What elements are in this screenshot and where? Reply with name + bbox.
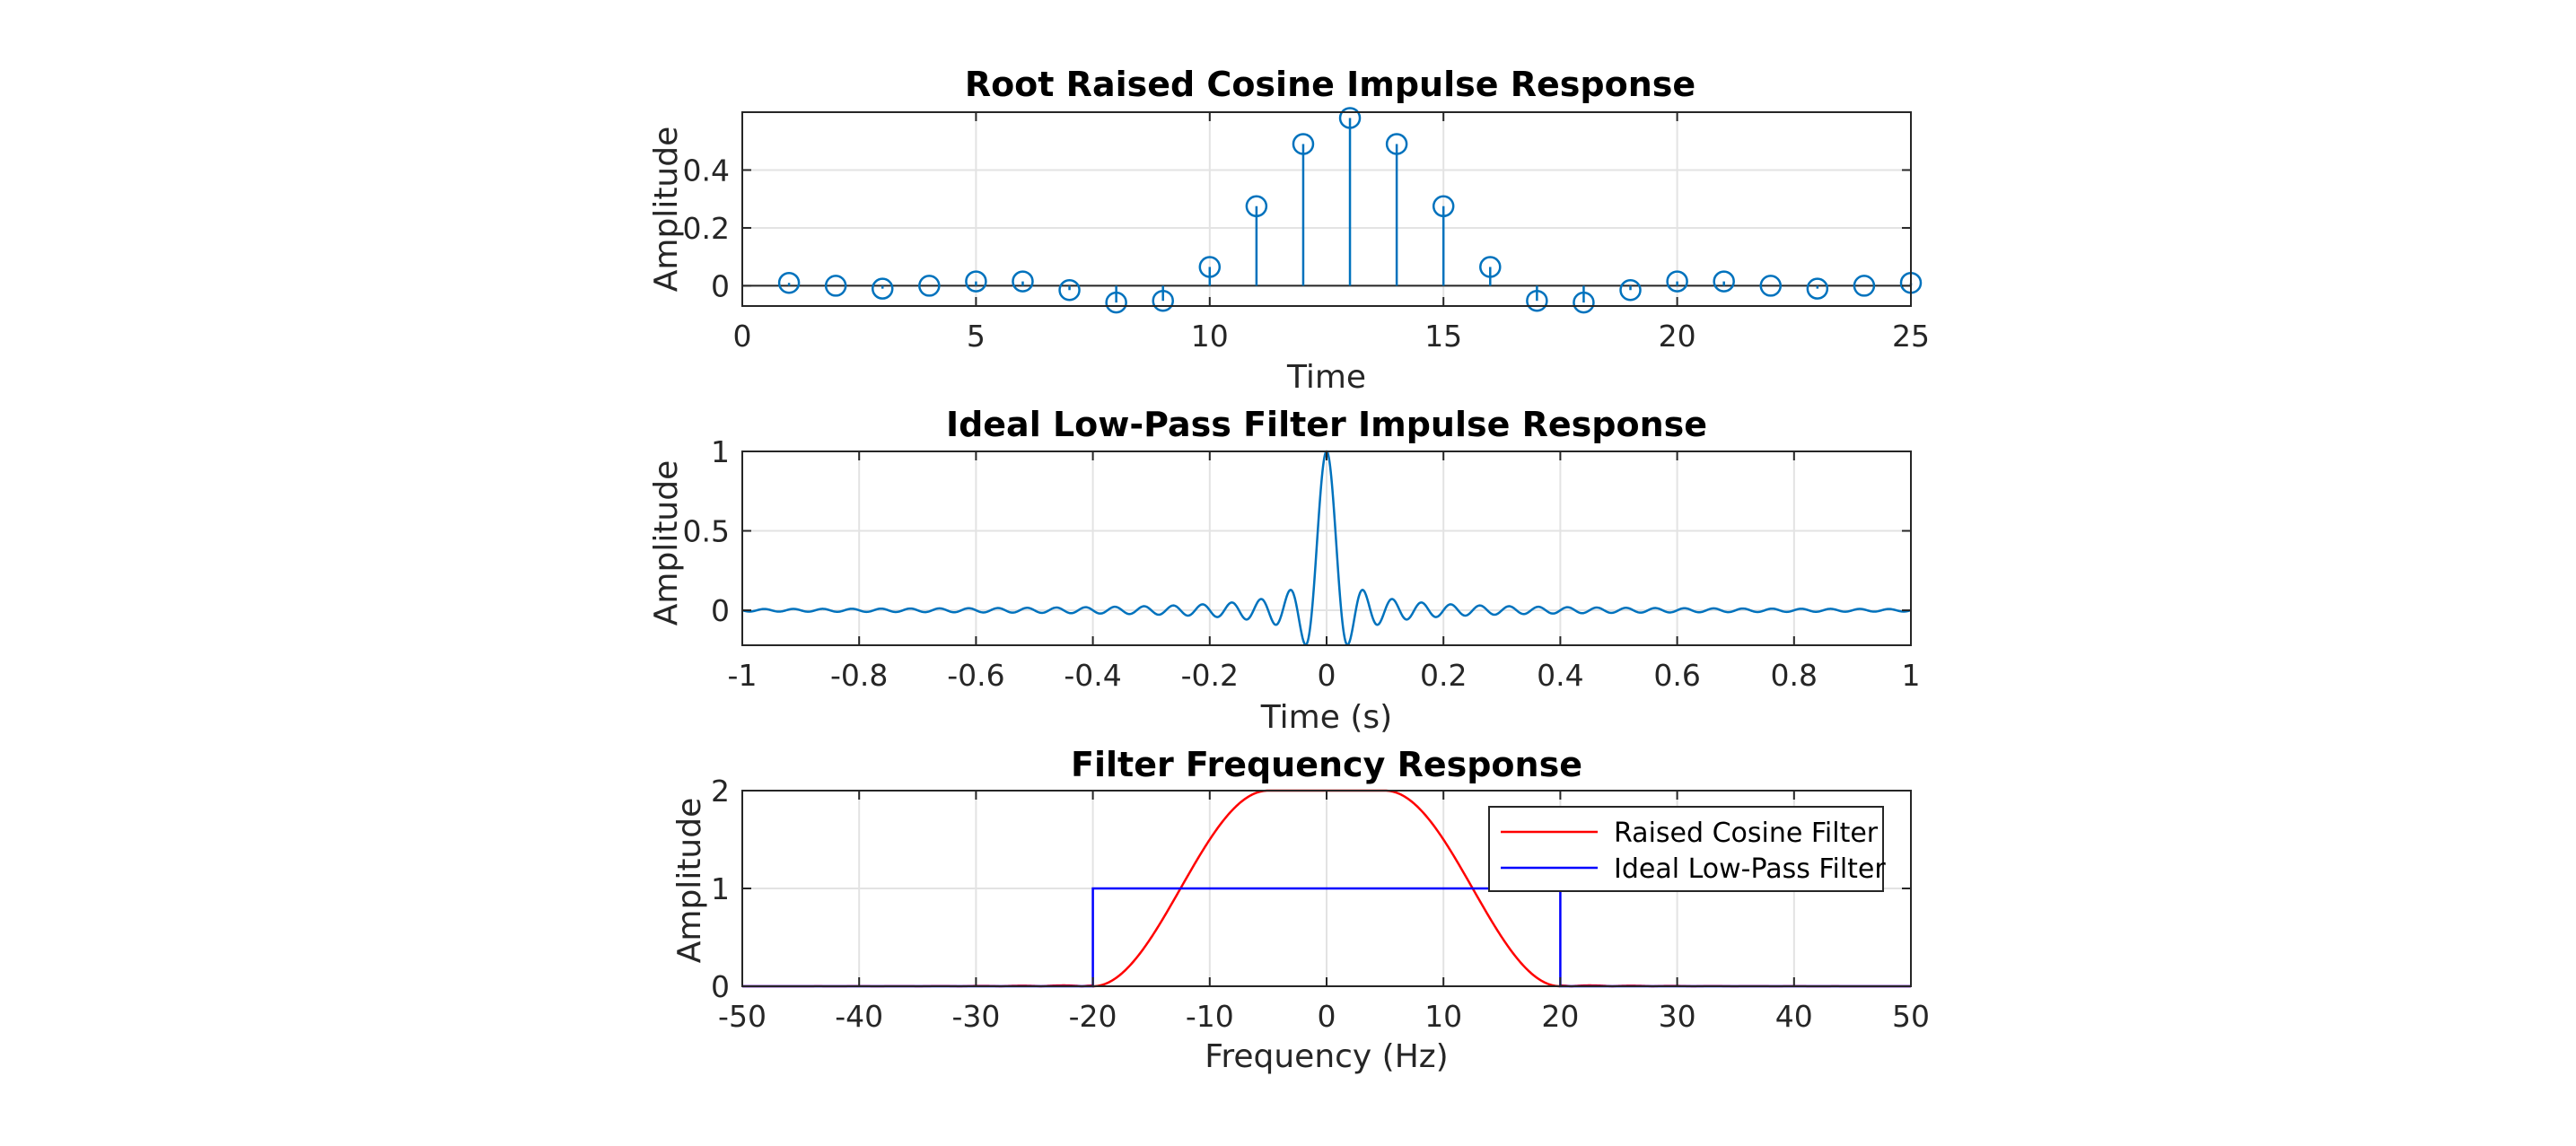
lpf-xtick-label: 0 bbox=[1318, 658, 1336, 693]
rrc-stem-marker bbox=[824, 275, 847, 297]
rrc-stem-marker bbox=[777, 271, 801, 294]
freq-xtick-label: -40 bbox=[835, 999, 883, 1034]
legend-ideal-lpf-label: Ideal Low-Pass Filter bbox=[1614, 853, 1886, 885]
rrc-stem-marker bbox=[1012, 270, 1034, 293]
lpf-xlabel: Time (s) bbox=[1260, 699, 1392, 736]
lpf-ytick-label: 0 bbox=[711, 593, 730, 628]
rrc-stem-marker bbox=[965, 270, 987, 293]
freq-legend: Raised Cosine Filter Ideal Low-Pass Filt… bbox=[1488, 806, 1886, 892]
rrc-stem-marker bbox=[1619, 279, 1642, 302]
rrc-impulse-panel: Root Raised Cosine Impulse Response 0 5 10… bbox=[648, 65, 1930, 396]
rrc-grid bbox=[741, 112, 1912, 306]
freq-xtick-label: -30 bbox=[951, 999, 1000, 1034]
rrc-stem-marker bbox=[1432, 195, 1455, 218]
freq-title: Filter Frequency Response bbox=[1071, 745, 1582, 784]
rrc-stem-marker bbox=[1152, 289, 1174, 312]
rrc-xlabel: Time bbox=[1286, 359, 1366, 396]
rrc-xtick-label: 20 bbox=[1659, 319, 1696, 354]
legend-raised-cosine-label: Raised Cosine Filter bbox=[1614, 818, 1879, 849]
rrc-stem-marker bbox=[1245, 195, 1268, 218]
rrc-stem-marker bbox=[1105, 291, 1127, 314]
freq-xtick-label: -10 bbox=[1186, 999, 1234, 1034]
rrc-stem-marker bbox=[1759, 275, 1783, 297]
rrc-xtick-label: 25 bbox=[1892, 319, 1930, 354]
freq-ylabel: Amplitude bbox=[671, 798, 708, 963]
freq-xtick-label: -20 bbox=[1069, 999, 1117, 1034]
rrc-stem-marker bbox=[1666, 270, 1688, 293]
rrc-stem-marker bbox=[1853, 275, 1876, 297]
rrc-ytick-label: 0 bbox=[711, 268, 730, 303]
rrc-stem-marker bbox=[1058, 279, 1081, 302]
lpf-xtick-label: 1 bbox=[1902, 658, 1921, 693]
lpf-xtick-label: 0.8 bbox=[1771, 658, 1818, 693]
lpf-xtick-label: -0.2 bbox=[1181, 658, 1239, 693]
lpf-grid bbox=[741, 451, 1912, 645]
rrc-ylabel: Amplitude bbox=[648, 127, 685, 292]
rrc-axes-box bbox=[741, 111, 1912, 307]
lpf-title: Ideal Low-Pass Filter Impulse Response bbox=[946, 405, 1707, 444]
rrc-xtick-label: 10 bbox=[1191, 319, 1229, 354]
rrc-stem-marker bbox=[1198, 256, 1222, 278]
lpf-xtick-label: -0.4 bbox=[1064, 658, 1121, 693]
lpf-ticks: -1 -0.8 -0.6 -0.4 -0.2 0 0.2 0.4 0.6 0.8 1 0 0.5 1 bbox=[683, 434, 1921, 693]
freq-ytick-label: 2 bbox=[711, 774, 730, 809]
rrc-ytick-label: 0.2 bbox=[683, 211, 730, 246]
lpf-xtick-label: 0.2 bbox=[1420, 658, 1467, 693]
lpf-xtick-label: 0.4 bbox=[1537, 658, 1583, 693]
rrc-stem-marker bbox=[1526, 289, 1548, 312]
freq-response-panel: Filter Frequency Response -50 -40 -30 -20 -1… bbox=[671, 745, 1930, 1075]
rrc-stem-marker bbox=[1338, 107, 1362, 129]
lpf-ytick-label: 0.5 bbox=[683, 514, 730, 549]
lpf-impulse-panel: Ideal Low-Pass Filter Impulse Response -… bbox=[648, 405, 1921, 736]
rrc-stem-marker bbox=[871, 277, 894, 300]
rrc-xtick-label: 0 bbox=[733, 319, 752, 354]
freq-xtick-label: 20 bbox=[1541, 999, 1579, 1034]
freq-xlabel: Frequency (Hz) bbox=[1205, 1038, 1448, 1075]
rrc-stem-marker bbox=[1385, 133, 1408, 155]
rrc-stem-marker bbox=[1479, 256, 1502, 278]
freq-xtick-label: 10 bbox=[1424, 999, 1462, 1034]
lpf-xtick-label: 0.6 bbox=[1653, 658, 1700, 693]
lpf-ytick-label: 1 bbox=[711, 434, 730, 469]
lpf-ylabel: Amplitude bbox=[648, 460, 685, 625]
freq-ytick-label: 0 bbox=[711, 969, 730, 1004]
lpf-xtick-label: -0.6 bbox=[947, 658, 1004, 693]
freq-xtick-label: 40 bbox=[1775, 999, 1813, 1034]
freq-xtick-label: 0 bbox=[1318, 999, 1336, 1034]
freq-ytick-label: 1 bbox=[711, 871, 730, 906]
freq-ticks: -50 -40 -30 -20 -10 0 10 20 30 40 50 0 1 2 bbox=[711, 774, 1930, 1034]
rrc-stem-marker bbox=[1713, 270, 1735, 293]
rrc-ticks: 0 5 10 15 20 25 0 0.2 0.4 bbox=[683, 112, 1930, 354]
rrc-stem-marker bbox=[1292, 133, 1315, 155]
rrc-stem-marker bbox=[1573, 291, 1595, 314]
rrc-title: Root Raised Cosine Impulse Response bbox=[965, 65, 1695, 104]
rrc-stem-marker bbox=[1806, 277, 1829, 300]
freq-xtick-label: 30 bbox=[1659, 999, 1696, 1034]
rrc-ytick-label: 0.4 bbox=[683, 153, 730, 188]
rrc-stems bbox=[742, 107, 1923, 314]
rrc-xtick-label: 5 bbox=[967, 319, 986, 354]
legend-box bbox=[1488, 806, 1884, 892]
lpf-xtick-label: -1 bbox=[728, 658, 758, 693]
lpf-xtick-label: -0.8 bbox=[830, 658, 888, 693]
freq-xtick-label: -50 bbox=[718, 999, 767, 1034]
rrc-stem-marker bbox=[918, 275, 941, 297]
freq-xtick-label: 50 bbox=[1892, 999, 1930, 1034]
rrc-xtick-label: 15 bbox=[1424, 319, 1462, 354]
